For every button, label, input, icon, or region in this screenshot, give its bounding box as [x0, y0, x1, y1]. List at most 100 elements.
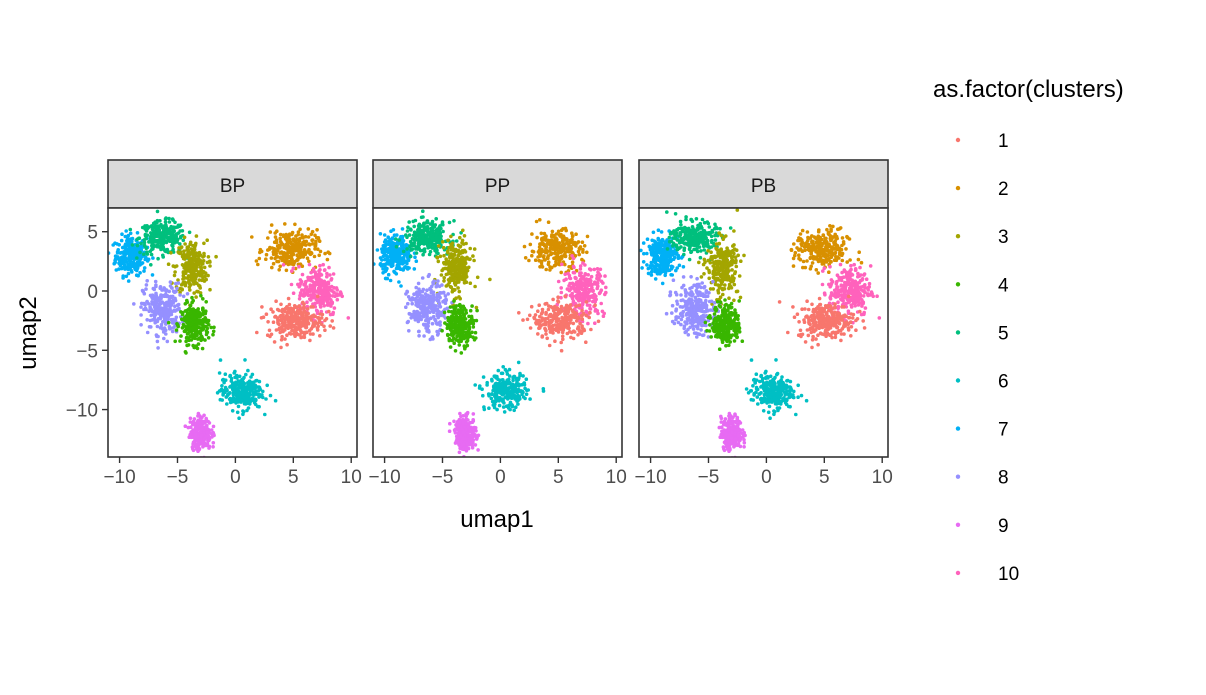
- point: [253, 398, 257, 403]
- point: [319, 278, 324, 283]
- point: [447, 245, 451, 250]
- point: [441, 245, 446, 250]
- point: [183, 309, 188, 313]
- point: [247, 379, 252, 384]
- point: [165, 339, 170, 344]
- point: [185, 261, 190, 265]
- point: [588, 295, 592, 300]
- point: [537, 303, 541, 308]
- point: [164, 308, 169, 312]
- point: [296, 230, 301, 234]
- point: [257, 256, 262, 261]
- point: [580, 299, 585, 303]
- point: [309, 270, 313, 275]
- point: [131, 260, 136, 264]
- point: [158, 302, 162, 307]
- point: [423, 322, 428, 327]
- point: [454, 239, 459, 243]
- point: [223, 372, 228, 377]
- point: [569, 285, 573, 290]
- point: [600, 309, 605, 314]
- point: [116, 255, 120, 259]
- point: [315, 294, 320, 299]
- point: [204, 443, 208, 448]
- point: [595, 276, 599, 281]
- point: [592, 295, 597, 299]
- point: [174, 264, 179, 268]
- point: [323, 318, 327, 323]
- point: [493, 399, 498, 404]
- point: [550, 229, 555, 234]
- point: [465, 343, 470, 348]
- point: [446, 292, 451, 296]
- point: [152, 234, 157, 239]
- point: [500, 371, 505, 376]
- point: [201, 320, 205, 325]
- point: [548, 330, 553, 334]
- point: [440, 283, 444, 287]
- point: [169, 310, 173, 315]
- point: [144, 287, 148, 291]
- point: [567, 273, 572, 278]
- point: [401, 239, 406, 243]
- point: [579, 292, 584, 296]
- point: [454, 247, 458, 252]
- point: [487, 406, 491, 411]
- point: [397, 238, 401, 242]
- point: [457, 289, 462, 294]
- point: [283, 317, 288, 322]
- point: [570, 254, 574, 258]
- point: [515, 388, 520, 393]
- point: [287, 233, 292, 237]
- point: [294, 240, 298, 244]
- point: [452, 219, 456, 223]
- point: [568, 238, 572, 243]
- point: [493, 391, 498, 396]
- point: [135, 243, 140, 248]
- point: [291, 291, 296, 296]
- point: [158, 295, 162, 300]
- point: [185, 292, 190, 296]
- point: [412, 224, 417, 229]
- point: [438, 295, 442, 300]
- point: [331, 326, 336, 330]
- point: [302, 332, 307, 337]
- point: [436, 298, 441, 303]
- point: [155, 308, 159, 313]
- point: [198, 322, 203, 326]
- point: [454, 320, 458, 324]
- point: [410, 301, 415, 306]
- point: [221, 393, 225, 397]
- point: [531, 250, 536, 254]
- point: [502, 410, 507, 414]
- point: [556, 295, 560, 300]
- point: [447, 309, 451, 314]
- point: [285, 342, 289, 347]
- point: [557, 258, 562, 263]
- point: [192, 280, 197, 285]
- point: [585, 234, 590, 239]
- point: [294, 244, 299, 248]
- point: [575, 294, 580, 299]
- point: [173, 270, 177, 274]
- point: [540, 307, 545, 312]
- point: [538, 254, 542, 258]
- point: [190, 445, 195, 449]
- point: [149, 263, 153, 267]
- point: [572, 286, 577, 291]
- point: [540, 247, 544, 252]
- cluster-8-points: [132, 279, 190, 350]
- point: [323, 268, 327, 272]
- point: [310, 238, 314, 242]
- point: [401, 255, 406, 260]
- point: [449, 264, 454, 268]
- point: [192, 264, 197, 269]
- point: [496, 368, 501, 373]
- point: [269, 256, 274, 260]
- point: [410, 247, 415, 251]
- point: [211, 441, 216, 445]
- point: [209, 428, 214, 432]
- point: [467, 314, 471, 319]
- point: [574, 319, 579, 323]
- point: [295, 305, 299, 309]
